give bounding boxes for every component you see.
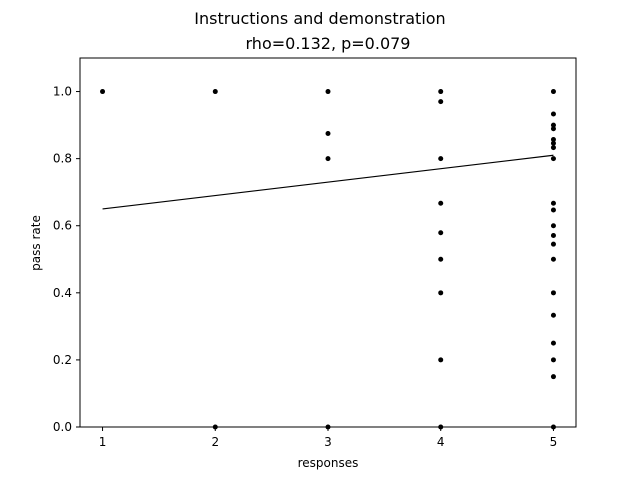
y-tick-label: 0.8 — [53, 152, 72, 166]
data-point — [550, 256, 556, 262]
data-point — [100, 89, 106, 95]
x-axis-label: responses — [298, 456, 359, 470]
chart-subtitle: rho=0.132, p=0.079 — [246, 34, 411, 53]
plot-frame — [79, 57, 577, 428]
data-point — [550, 111, 556, 117]
data-point — [550, 122, 556, 128]
data-point — [550, 232, 556, 238]
x-axis-ticks: 1 2 3 4 5 — [99, 427, 558, 449]
data-point — [550, 340, 556, 346]
data-point — [438, 290, 444, 296]
data-point — [438, 156, 444, 162]
x-tick-label: 4 — [437, 435, 445, 449]
y-tick-label: 0.4 — [53, 286, 72, 300]
data-point — [550, 241, 556, 247]
y-tick-label: 0.2 — [53, 353, 72, 367]
data-point — [438, 99, 444, 105]
data-point — [550, 89, 556, 95]
data-points — [100, 89, 556, 430]
data-point — [325, 130, 331, 136]
data-point — [550, 156, 556, 162]
data-point — [550, 290, 556, 296]
data-point — [438, 230, 444, 236]
x-tick-label: 5 — [550, 435, 558, 449]
data-point — [212, 89, 218, 95]
data-point — [325, 156, 331, 162]
data-point — [550, 145, 556, 151]
data-point — [550, 200, 556, 206]
x-tick-label: 3 — [324, 435, 332, 449]
data-point — [550, 357, 556, 363]
data-point — [550, 374, 556, 380]
data-point — [550, 137, 556, 143]
data-point — [438, 200, 444, 206]
y-tick-label: 1.0 — [53, 85, 72, 99]
y-axis-ticks: 0.0 0.2 0.4 0.6 0.8 1.0 — [53, 85, 80, 434]
y-tick-label: 0.0 — [53, 420, 72, 434]
data-point — [550, 126, 556, 132]
data-point — [550, 140, 556, 146]
x-tick-label: 1 — [99, 435, 107, 449]
x-tick-label: 2 — [211, 435, 219, 449]
data-point — [325, 89, 331, 95]
data-point — [438, 256, 444, 262]
data-point — [438, 357, 444, 363]
data-point — [550, 207, 556, 213]
y-tick-label: 0.6 — [53, 219, 72, 233]
data-point — [550, 312, 556, 318]
y-axis-label: pass rate — [29, 215, 43, 271]
plot-area: 1 2 3 4 5 0.0 0.2 0.4 0.6 0.8 1.0 — [53, 57, 577, 449]
trend-line — [102, 154, 554, 210]
data-point — [550, 223, 556, 229]
trend-line-group — [102, 154, 554, 210]
data-point — [438, 89, 444, 95]
chart-title: Instructions and demonstration — [194, 9, 445, 28]
